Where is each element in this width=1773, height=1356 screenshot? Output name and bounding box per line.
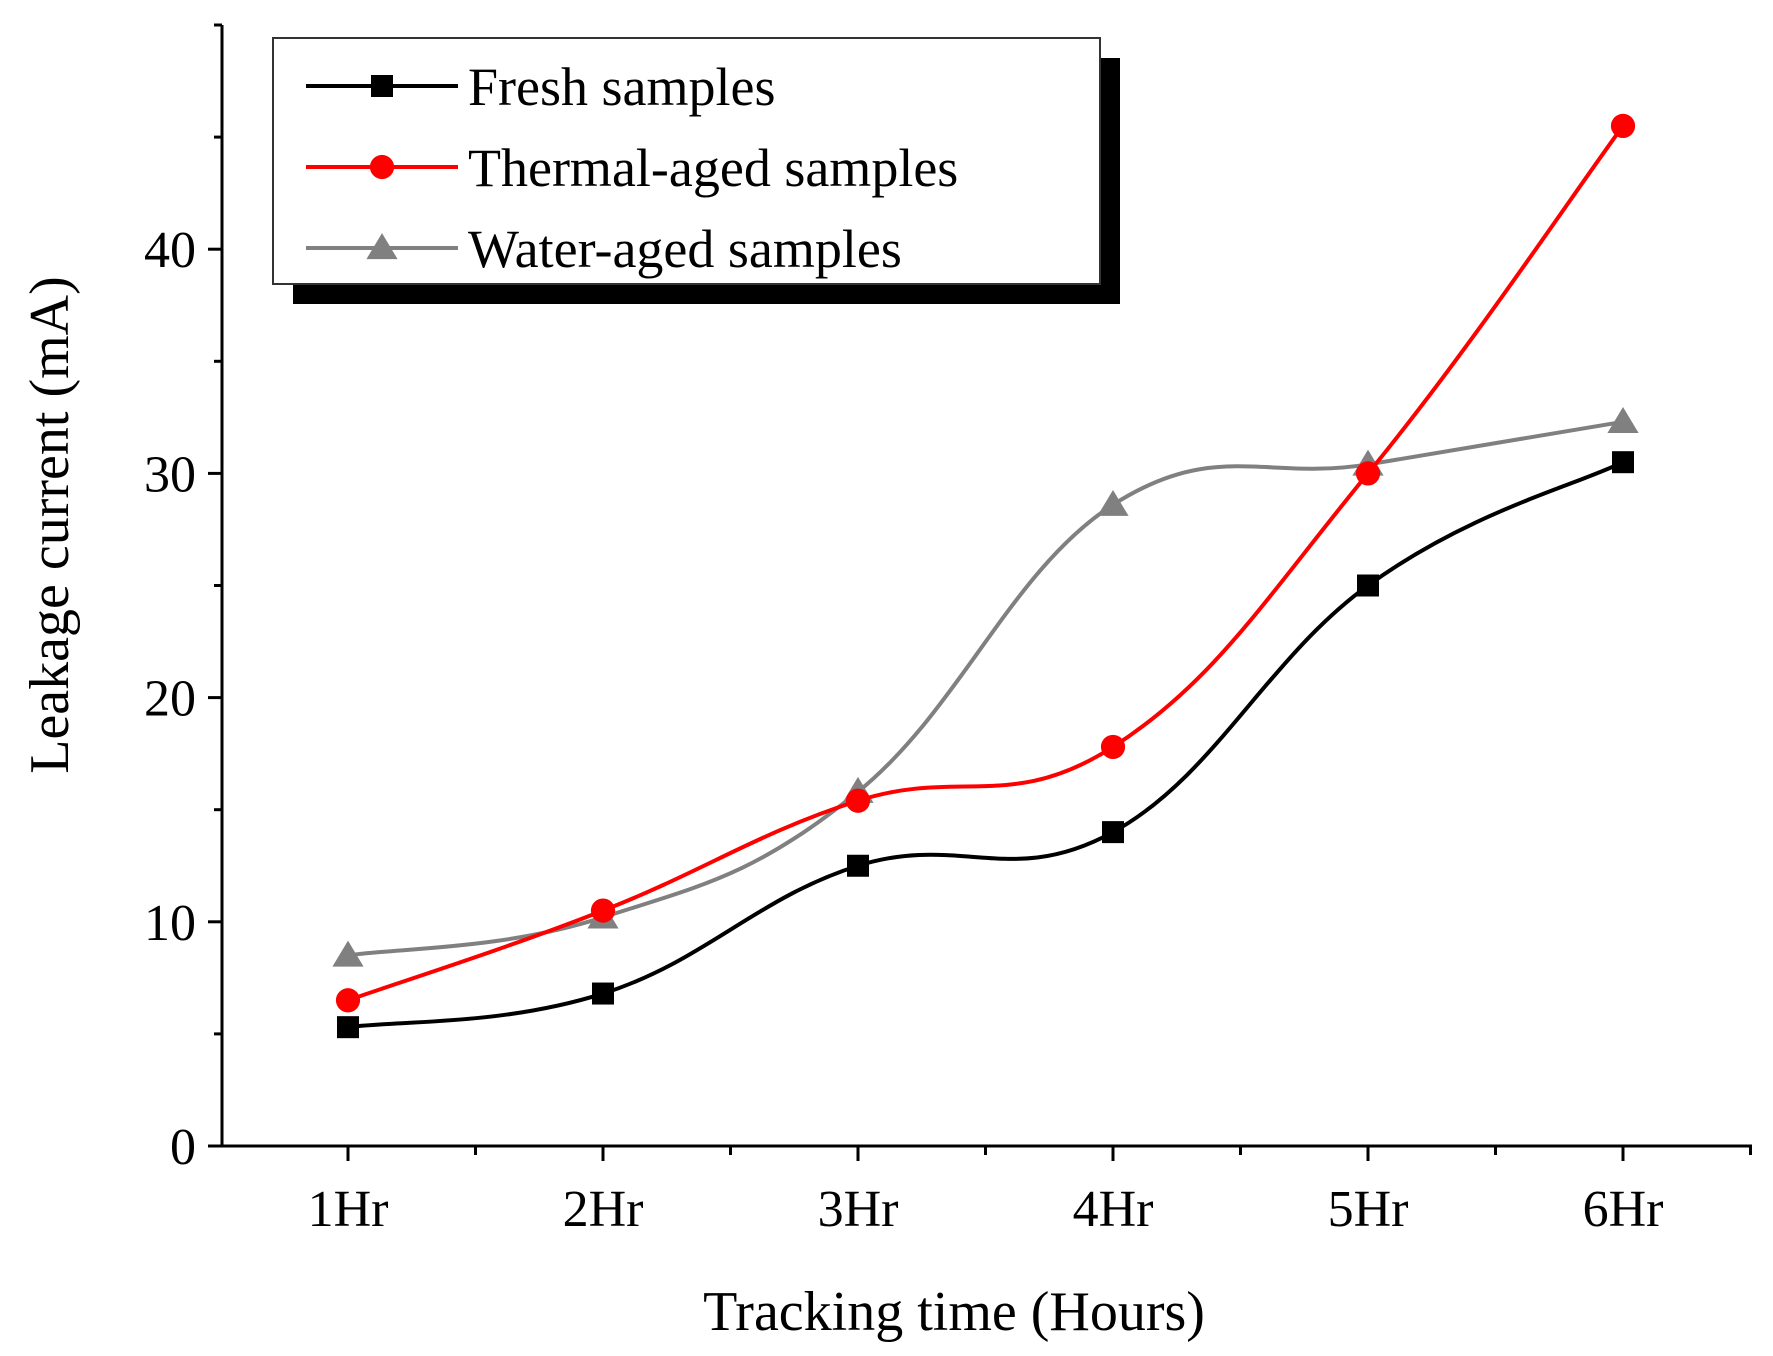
- legend-label: Water-aged samples: [468, 219, 902, 279]
- data-point: [332, 940, 364, 967]
- data-point: [590, 898, 616, 923]
- axes: 0 10 20 30 40 1Hr 2Hr 3Hr 4Hr 5Hr 6Hr: [144, 23, 1752, 1238]
- legend: Fresh samples Thermal-aged samples Water-a…: [272, 37, 1120, 304]
- data-point: [1610, 113, 1636, 138]
- x-tick-label: 6Hr: [1583, 1181, 1664, 1238]
- y-tick-label: 10: [144, 895, 196, 952]
- x-tick-label: 1Hr: [308, 1181, 389, 1238]
- x-tick-label: 4Hr: [1073, 1181, 1154, 1238]
- y-tick-label: 30: [144, 446, 196, 503]
- series-layer: [332, 113, 1639, 1039]
- y-tick-label: 0: [170, 1119, 196, 1176]
- data-point: [1612, 451, 1634, 474]
- legend-item: Water-aged samples: [306, 219, 902, 279]
- data-point: [847, 854, 869, 877]
- y-tick-label: 20: [144, 671, 196, 728]
- data-point: [1607, 406, 1639, 433]
- data-point: [1355, 461, 1381, 486]
- y-axis-title: Leakage current (mA): [19, 276, 81, 774]
- data-point: [1357, 574, 1379, 597]
- series-thermal-aged-samples: [335, 113, 1636, 1013]
- data-point: [337, 1016, 359, 1039]
- series-line: [347, 124, 1625, 1003]
- legend-marker: [366, 233, 398, 260]
- x-tick-label: 3Hr: [818, 1181, 899, 1238]
- data-point: [1100, 734, 1126, 760]
- x-tick-label: 2Hr: [563, 1181, 644, 1238]
- data-point: [1102, 821, 1124, 844]
- legend-marker: [369, 154, 395, 180]
- series-line: [347, 460, 1624, 1030]
- legend-label: Fresh samples: [468, 57, 775, 117]
- legend-item: Thermal-aged samples: [306, 138, 958, 198]
- data-point: [1097, 489, 1129, 516]
- series-line: [347, 419, 1624, 958]
- legend-label: Thermal-aged samples: [468, 138, 958, 198]
- y-tick-label: 40: [144, 222, 196, 279]
- x-tick-label: 5Hr: [1328, 1181, 1409, 1238]
- x-axis-title: Tracking time (Hours): [703, 1281, 1205, 1343]
- series-water-aged-samples: [332, 406, 1639, 967]
- legend-box: [272, 37, 1101, 285]
- legend-item: Fresh samples: [306, 57, 775, 117]
- series-fresh-samples: [337, 451, 1634, 1039]
- data-point: [335, 988, 361, 1013]
- data-point: [592, 982, 614, 1005]
- data-point: [845, 788, 871, 813]
- legend-marker: [371, 75, 393, 97]
